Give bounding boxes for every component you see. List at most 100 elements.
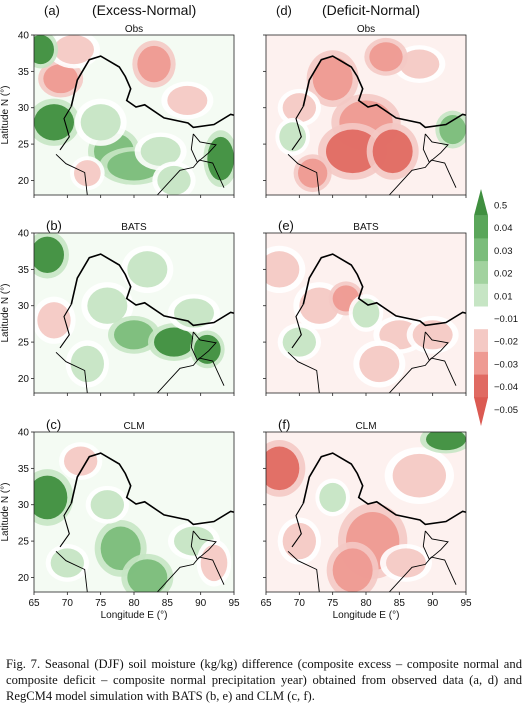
colorbar-swatch <box>474 238 488 262</box>
country-boundary <box>59 503 72 548</box>
anomaly-cell <box>312 56 353 101</box>
column-title-excess: (Excess-Normal) <box>92 2 197 18</box>
panel-subtitle: CLM <box>123 421 144 432</box>
anomaly-cell <box>64 446 98 476</box>
colorbar-swatch <box>474 329 488 353</box>
map-panel: CLM (c) 65 70 75 80 85 90 95 20 25 30 35 40 Latitude N… <box>0 417 240 621</box>
coastline-west <box>287 550 320 592</box>
panel-letter: (e) <box>278 218 294 233</box>
anomaly-cell <box>127 251 168 288</box>
anomaly-cell <box>127 559 168 592</box>
x-tick-label: 75 <box>95 598 107 609</box>
anomaly-cell <box>266 251 300 288</box>
country-boundary <box>59 106 72 151</box>
anomaly-cell <box>80 104 121 141</box>
colorbar-tick-label: −0.04 <box>494 382 518 393</box>
colorbar-tick-label: 0.04 <box>494 223 513 234</box>
y-tick-label: 40 <box>18 31 30 42</box>
anomaly-cell <box>266 446 300 491</box>
colorbar-swatch <box>474 397 488 426</box>
map-panel: CLM (f) 65 70 75 80 85 90 95 Longitude E (°) <box>260 417 472 621</box>
bangladesh-boundary <box>422 530 449 561</box>
anomaly-cell <box>34 104 74 141</box>
country-boundary <box>59 304 72 349</box>
colorbar-swatch <box>474 283 488 307</box>
colorbar-tick-label: −0.03 <box>494 359 518 370</box>
panel-letter: (f) <box>278 417 290 432</box>
coastline-west <box>55 153 88 195</box>
panel-letter: (c) <box>46 417 61 432</box>
x-tick-label: 85 <box>394 598 406 609</box>
x-tick-label: 80 <box>360 598 372 609</box>
anomaly-cell <box>34 35 54 65</box>
anomaly-cell <box>114 320 154 350</box>
panel-letter: (b) <box>46 218 62 233</box>
anomaly-cell <box>34 236 64 273</box>
colorbar-swatch <box>474 215 488 239</box>
x-tick-label: 85 <box>162 598 174 609</box>
x-tick-label: 90 <box>195 598 207 609</box>
x-tick-label: 80 <box>128 598 140 609</box>
y-tick-label: 20 <box>18 176 30 187</box>
y-axis-label: Latitude N (°) <box>0 283 11 342</box>
colorbar-tick-label: 0.03 <box>494 246 513 257</box>
anomaly-cell <box>54 35 94 65</box>
map-panel: BATS (b) 20 25 30 35 40 Latitude N (°) <box>0 218 235 396</box>
anomaly-cell <box>439 115 466 145</box>
y-tick-label: 40 <box>18 428 30 439</box>
colorbar-tick-label: 0.02 <box>494 269 513 280</box>
colorbar-swatch <box>474 351 488 376</box>
india-boundary <box>302 452 466 526</box>
anomaly-cell <box>279 122 306 152</box>
anomaly-cell <box>392 453 447 498</box>
anomaly-cell <box>399 49 440 79</box>
anomaly-cell <box>43 64 78 94</box>
y-tick-label: 20 <box>18 573 30 584</box>
column-title-deficit: (Deficit-Normal) <box>322 2 420 18</box>
colorbar-swatch <box>474 374 488 398</box>
india-boundary <box>70 253 234 327</box>
x-axis-label: Longitude E (°) <box>101 610 168 621</box>
anomaly-cell <box>90 490 124 520</box>
bangladesh-boundary <box>190 133 217 164</box>
figure-caption: Fig. 7. Seasonal (DJF) soil moisture (kg… <box>6 657 522 703</box>
anomaly-cell <box>326 129 380 174</box>
coastline-west <box>287 153 320 195</box>
panel-d-letter: (d) <box>276 3 292 18</box>
y-tick-label: 20 <box>18 374 30 385</box>
x-axis-label: Longitude E (°) <box>333 610 400 621</box>
anomaly-cell <box>332 548 373 592</box>
y-tick-label: 25 <box>18 338 30 349</box>
anomaly-cell <box>359 345 400 383</box>
y-tick-label: 30 <box>18 301 30 312</box>
y-tick-label: 40 <box>18 229 30 240</box>
colorbar-tick-label: −0.02 <box>494 337 518 348</box>
anomaly-cell <box>282 93 317 123</box>
panel-subtitle: CLM <box>355 421 376 432</box>
y-tick-label: 35 <box>18 265 30 276</box>
anomaly-cell <box>207 136 234 181</box>
anomaly-cell <box>74 160 101 187</box>
anomaly-cell <box>37 302 71 339</box>
anomaly-cell <box>426 432 466 451</box>
y-axis-label: Latitude N (°) <box>0 85 11 144</box>
bangladesh-boundary <box>190 530 217 561</box>
colorbar-swatch <box>474 261 488 285</box>
colorbar-tick-label: −0.01 <box>494 314 518 325</box>
bangladesh-boundary <box>422 331 449 362</box>
country-boundary <box>291 503 304 548</box>
y-tick-label: 25 <box>18 140 30 151</box>
coastline-west <box>55 550 88 592</box>
anomaly-cell <box>282 522 317 560</box>
panel-subtitle: Obs <box>125 24 143 35</box>
country-boundary <box>291 106 304 151</box>
colorbar-tick-label: 0.5 <box>494 200 507 211</box>
y-tick-label: 35 <box>18 67 30 78</box>
panel-subtitle: BATS <box>353 222 379 233</box>
india-boundary <box>302 253 466 327</box>
x-tick-label: 90 <box>427 598 439 609</box>
x-tick-label: 70 <box>62 598 74 609</box>
map-panel: Obs <box>263 24 467 198</box>
coastline-west <box>287 351 320 393</box>
